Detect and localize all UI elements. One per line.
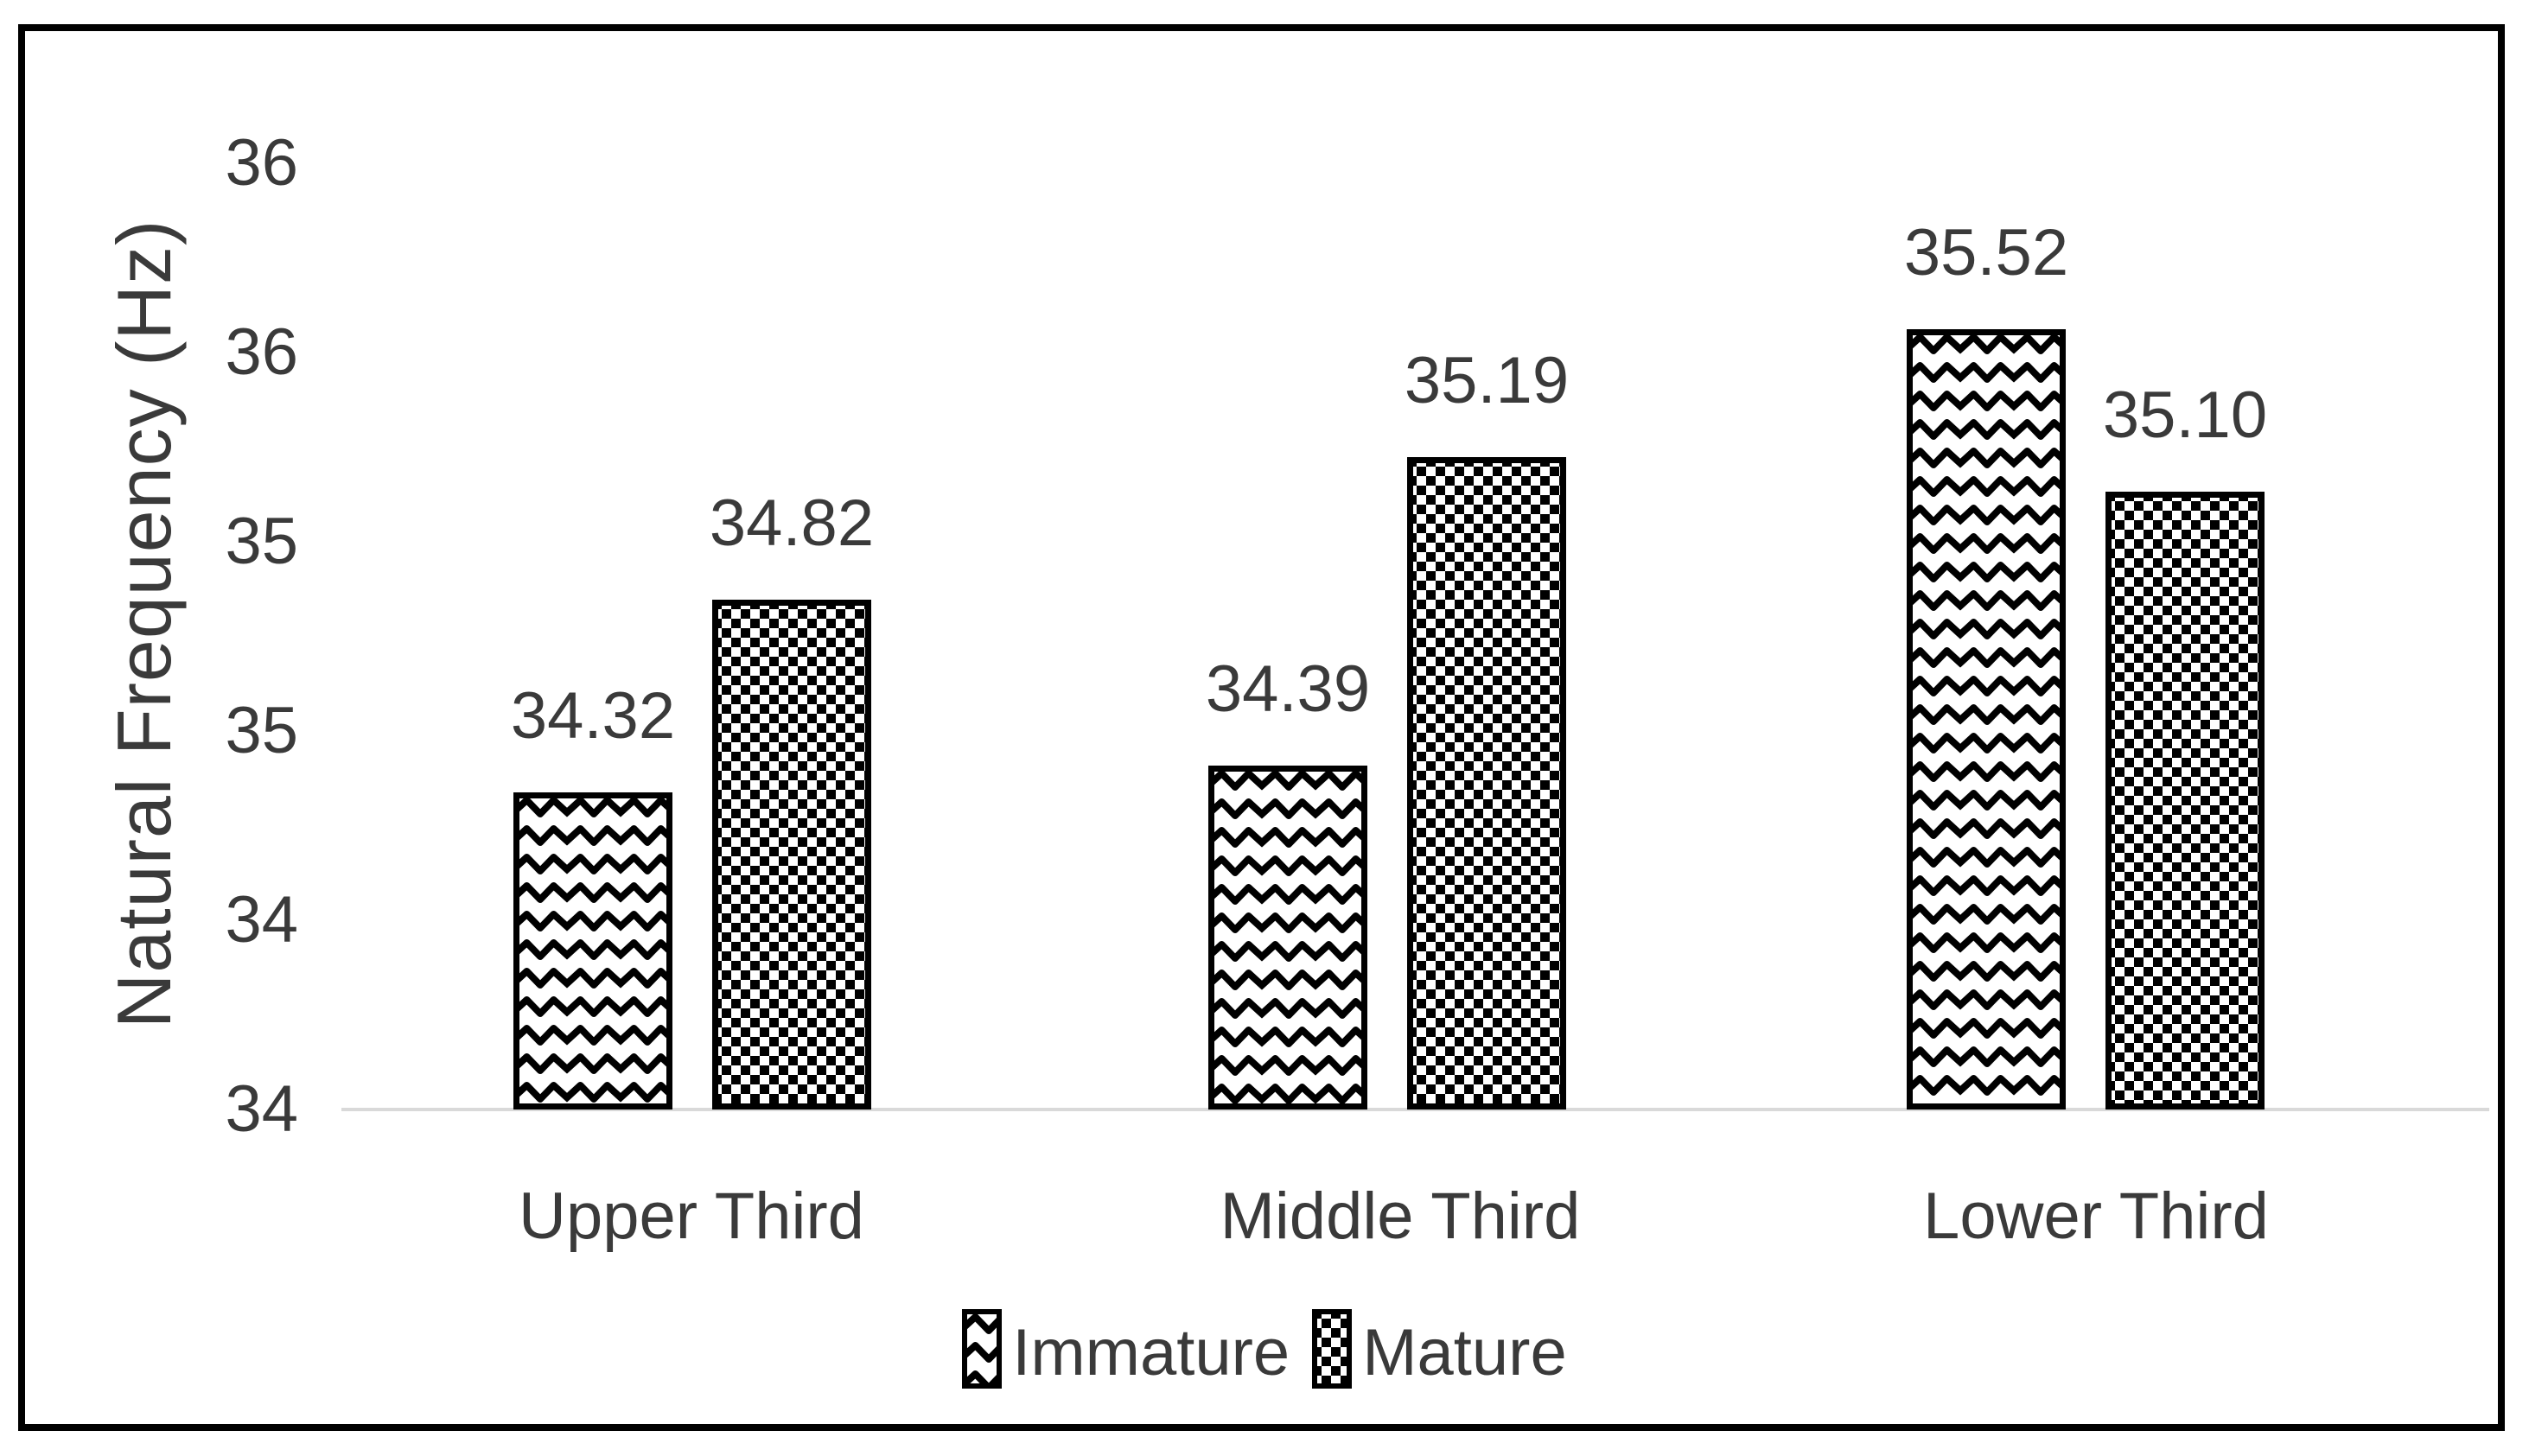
chart-border-frame bbox=[18, 24, 2505, 1431]
legend-item-mature: Mature bbox=[1312, 1309, 1567, 1393]
y-tick-label-2: 35 bbox=[225, 694, 298, 767]
legend-label-mature: Mature bbox=[1362, 1316, 1567, 1389]
bar-immature-upper-third bbox=[513, 792, 672, 1114]
data-label-immature-middle-third: 34.39 bbox=[1205, 652, 1371, 726]
legend-item-immature: Immature bbox=[962, 1309, 1290, 1393]
y-tick-label-1: 34 bbox=[225, 883, 298, 957]
data-label-mature-lower-third: 35.10 bbox=[2102, 378, 2268, 452]
y-tick-label-5: 36 bbox=[225, 126, 298, 200]
bar-mature-middle-third bbox=[1407, 457, 1566, 1114]
category-label-lower-third: Lower Third bbox=[1923, 1179, 2269, 1253]
y-tick-label-3: 35 bbox=[225, 505, 298, 578]
legend: Immature Mature bbox=[0, 1307, 2529, 1393]
data-label-immature-upper-third: 34.32 bbox=[510, 679, 676, 753]
y-tick-label-0: 34 bbox=[225, 1072, 298, 1146]
bar-immature-middle-third bbox=[1208, 766, 1367, 1114]
bar-immature-lower-third bbox=[1907, 329, 2066, 1114]
bar-mature-upper-third bbox=[712, 600, 871, 1114]
data-label-mature-upper-third: 34.82 bbox=[709, 486, 875, 560]
bar-mature-lower-third bbox=[2105, 492, 2265, 1114]
legend-label-immature: Immature bbox=[1012, 1316, 1290, 1389]
legend-swatch-zigzag-icon bbox=[962, 1309, 1003, 1393]
legend-swatch-checker-icon bbox=[1312, 1309, 1353, 1393]
category-label-middle-third: Middle Third bbox=[1220, 1179, 1581, 1253]
x-axis-line bbox=[341, 1108, 2489, 1111]
data-label-immature-lower-third: 35.52 bbox=[1903, 216, 2069, 289]
data-label-mature-middle-third: 35.19 bbox=[1404, 344, 1570, 417]
y-tick-label-4: 36 bbox=[225, 315, 298, 389]
category-label-upper-third: Upper Third bbox=[519, 1179, 864, 1253]
